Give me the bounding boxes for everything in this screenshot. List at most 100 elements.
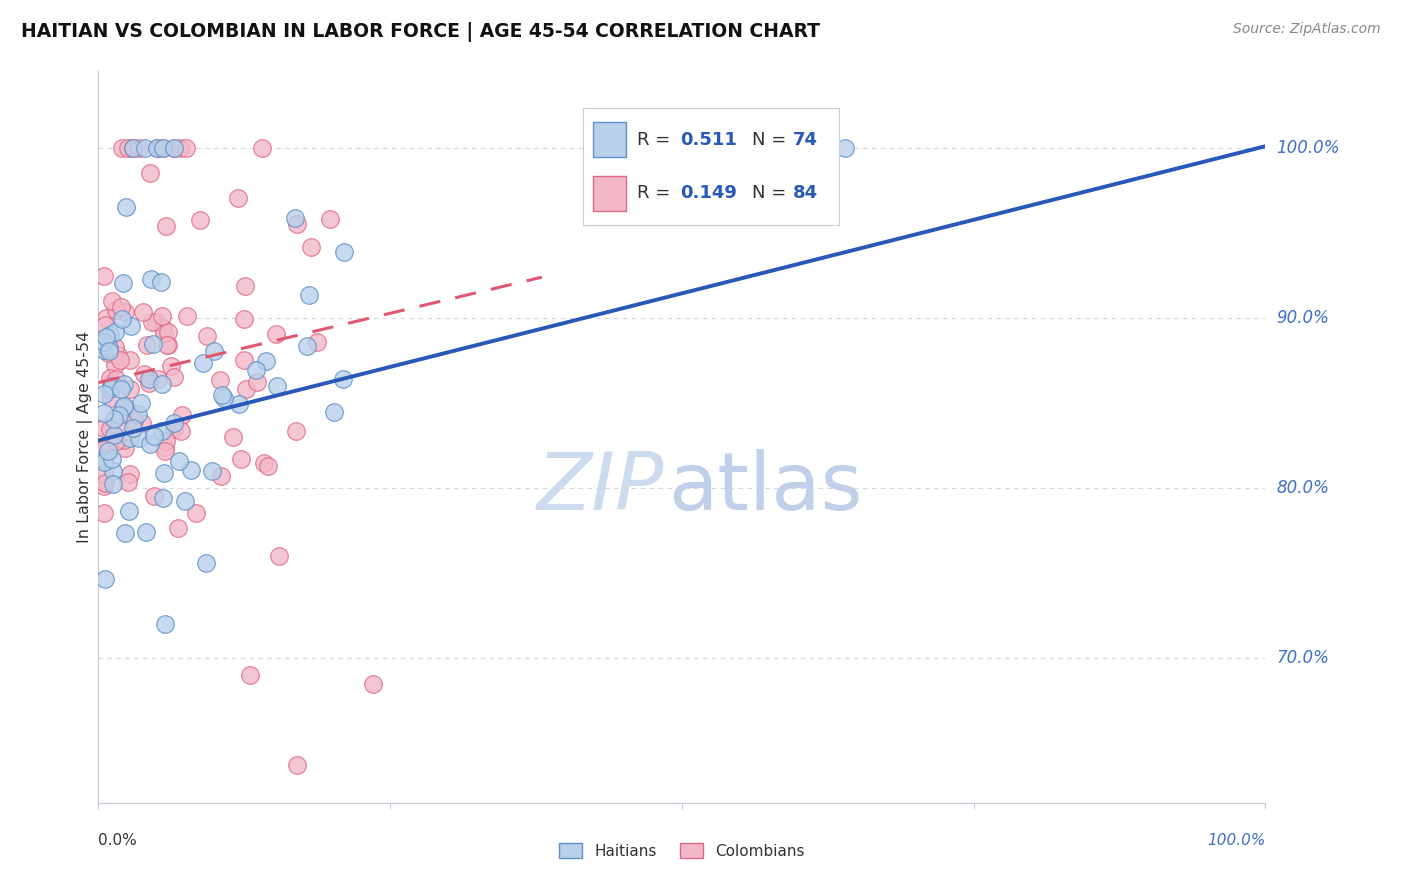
Point [101,379,124,393]
Point [112,399,135,413]
Point [127,407,149,421]
Point [93,332,115,346]
Point [239,668,262,682]
Point [148,372,170,386]
Point [100,376,122,390]
Text: atlas: atlas [668,450,862,527]
Point [152,141,174,155]
Point [323,405,346,419]
Point [97,346,120,360]
Point [93,343,115,358]
Point [110,300,132,314]
Point [163,141,186,155]
Point [94,330,117,344]
Point [93,506,115,520]
Point [188,213,211,227]
Point [170,424,193,438]
Point [295,339,318,353]
Point [134,368,156,382]
Point [163,369,186,384]
Point [264,326,287,341]
Point [180,463,202,477]
Point [114,441,136,455]
Point [135,524,157,539]
Point [112,376,135,391]
Text: 0.0%: 0.0% [98,833,138,848]
Point [170,408,193,422]
Point [284,211,307,225]
Point [117,475,139,489]
Point [256,459,278,474]
Point [228,191,250,205]
Point [100,451,122,466]
Point [115,401,138,415]
Point [111,276,134,290]
Text: HAITIAN VS COLOMBIAN IN LABOR FORCE | AGE 45-54 CORRELATION CHART: HAITIAN VS COLOMBIAN IN LABOR FORCE | AG… [21,22,820,42]
Point [93,467,115,482]
Point [138,376,160,390]
Point [128,141,150,155]
Point [285,758,308,772]
Point [146,141,169,155]
Text: 90.0%: 90.0% [1277,309,1330,327]
Point [319,212,342,227]
Point [142,337,165,351]
Point [284,424,307,438]
Point [834,141,856,155]
Point [120,353,142,368]
Point [173,494,195,508]
Point [132,304,155,318]
Point [253,456,276,470]
Point [98,328,121,343]
Point [150,425,173,439]
Point [299,240,322,254]
Point [94,572,117,586]
Point [184,506,207,520]
Point [120,318,142,333]
Point [129,395,152,409]
Legend: Haitians, Colombians: Haitians, Colombians [554,837,810,864]
Point [233,311,256,326]
Point [201,464,224,478]
Point [104,358,127,372]
Point [135,337,157,351]
Point [93,421,115,435]
Point [124,414,146,428]
Point [98,422,121,436]
Point [150,376,173,391]
Point [111,141,134,155]
Point [93,386,115,401]
Point [211,388,233,402]
Point [153,443,176,458]
Point [93,479,115,493]
Point [122,141,145,155]
Point [138,371,160,385]
Point [266,379,288,393]
Point [94,441,117,455]
Point [152,141,174,155]
Point [128,431,150,445]
Point [131,416,153,430]
Point [202,343,225,358]
Point [105,434,128,448]
Point [155,219,177,233]
Point [212,391,235,405]
Point [103,411,125,425]
Point [285,218,308,232]
Point [174,141,197,155]
Point [115,200,138,214]
Point [93,318,115,333]
Text: 80.0%: 80.0% [1277,479,1330,497]
Point [114,525,136,540]
Point [93,442,115,456]
Point [107,348,129,362]
Point [110,383,132,397]
Point [156,338,179,352]
Point [98,343,121,358]
Point [96,443,118,458]
Point [139,436,162,450]
Point [153,466,176,480]
Point [231,452,253,467]
Point [93,334,115,349]
Point [152,320,174,334]
